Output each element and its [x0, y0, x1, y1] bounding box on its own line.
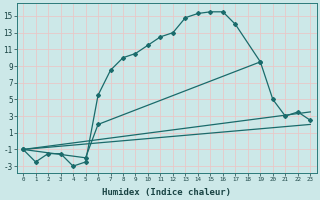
- X-axis label: Humidex (Indice chaleur): Humidex (Indice chaleur): [102, 188, 231, 197]
